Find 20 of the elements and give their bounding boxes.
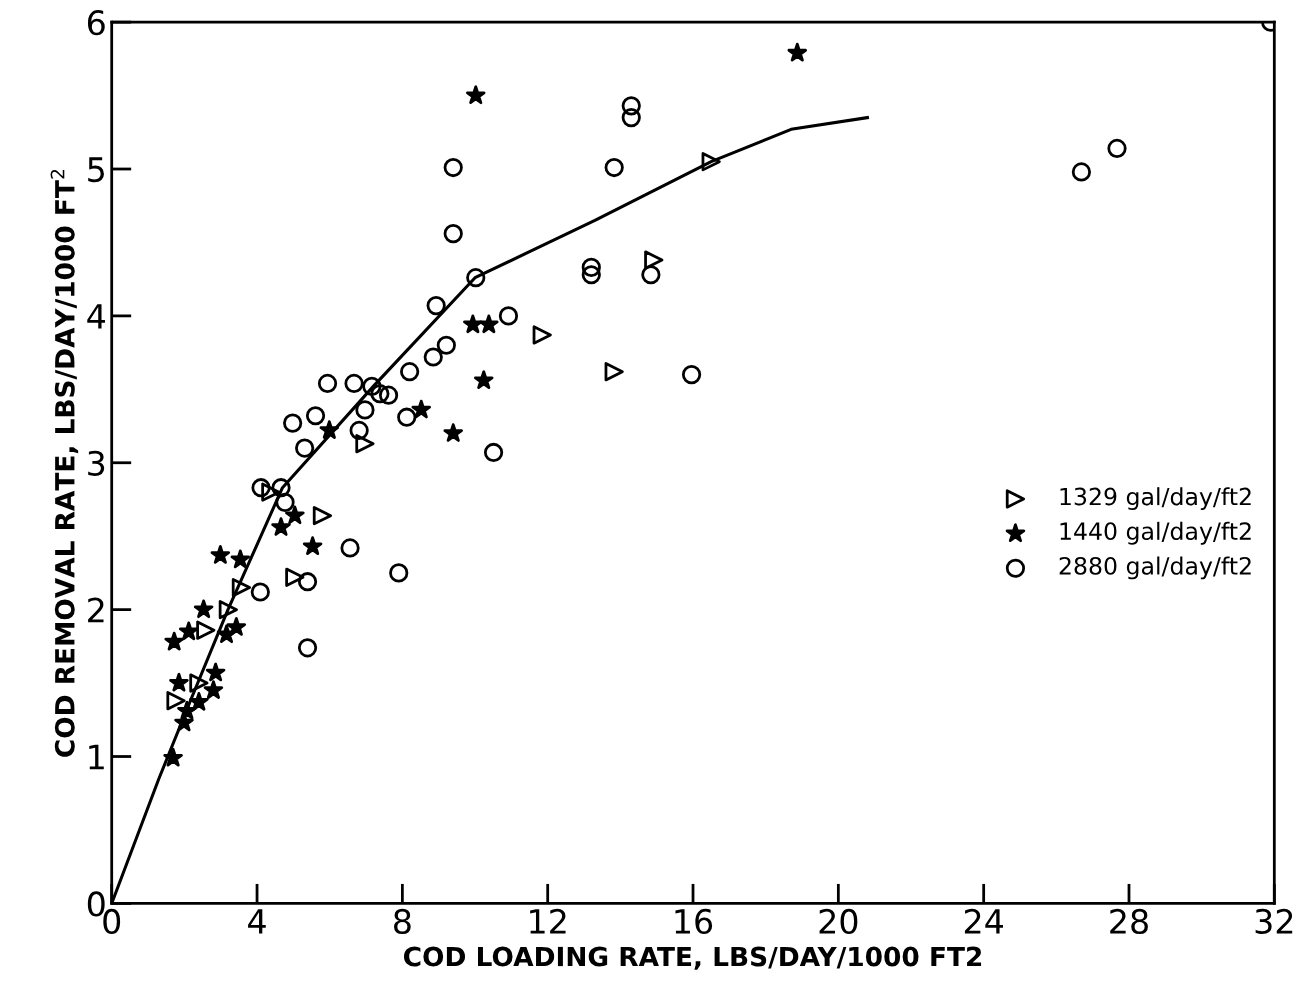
x-tick-label: 28 bbox=[1110, 908, 1148, 935]
x-axis-title: COD LOADING RATE, LBS/DAY/1000 FT2 bbox=[404, 946, 982, 970]
y-tick-label: 2 bbox=[88, 597, 104, 623]
y-tick-label: 4 bbox=[87, 304, 105, 329]
x-tick-label: 32 bbox=[1255, 908, 1293, 935]
x-tick-label: 20 bbox=[819, 908, 858, 935]
legend-label: 2880 gal/day/ft2 bbox=[1059, 556, 1251, 580]
legend-label: 1440 gal/day/ft2 bbox=[1060, 521, 1251, 545]
x-tick-label: 24 bbox=[964, 908, 1004, 934]
y-tick-label: 3 bbox=[88, 450, 105, 476]
y-tick-label: 1 bbox=[89, 744, 104, 770]
x-tick-label: 8 bbox=[394, 908, 411, 935]
y-axis-title: COD REMOVAL RATE, LBS/DAY/1000 FT$^{2}$ bbox=[50, 169, 79, 757]
y-tick-label: 0 bbox=[87, 891, 105, 917]
x-tick-label: 16 bbox=[675, 908, 713, 935]
legend-label: 1329 gal/day/ft2 bbox=[1060, 487, 1251, 511]
x-tick-label: 12 bbox=[530, 908, 566, 934]
x-tick-label: 4 bbox=[248, 909, 266, 934]
y-tick-label: 5 bbox=[88, 157, 104, 183]
y-tick-label: 6 bbox=[87, 10, 105, 36]
